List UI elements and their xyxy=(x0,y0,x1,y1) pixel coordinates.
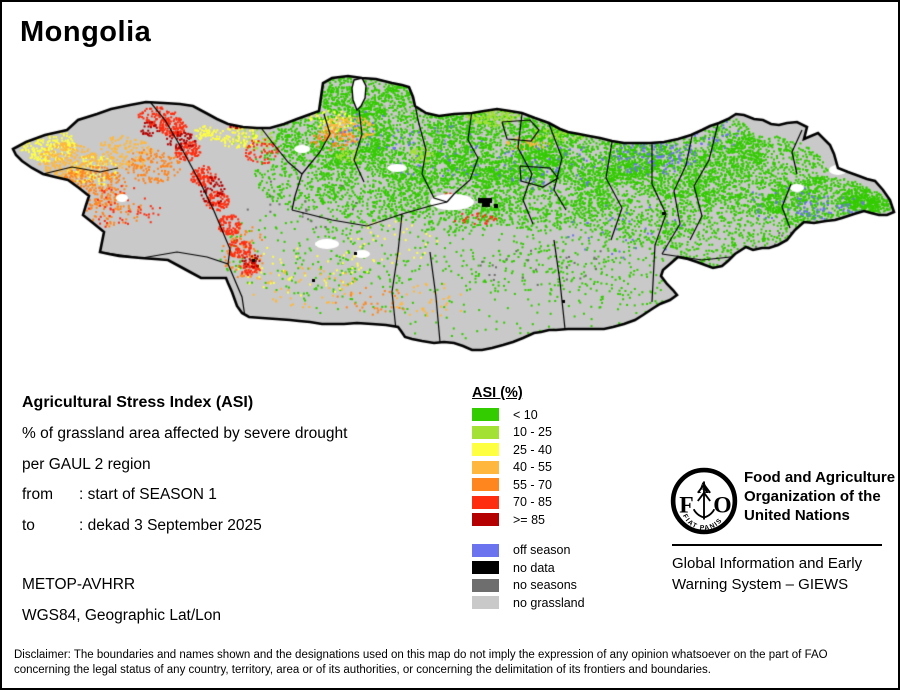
legend-swatch xyxy=(472,408,499,421)
legend-swatch xyxy=(472,578,499,592)
fao-org-name: Food and Agriculture Organization of the… xyxy=(744,468,895,525)
legend-swatch xyxy=(472,543,499,557)
legend-label: 70 - 85 xyxy=(513,495,552,509)
index-heading: Agricultural Stress Index (ASI) xyxy=(22,394,254,411)
legend-item: no seasons xyxy=(472,578,585,592)
legend-swatch xyxy=(472,478,499,491)
legend-swatch xyxy=(472,460,499,474)
legend-label: 10 - 25 xyxy=(513,425,552,439)
legend-swatch xyxy=(472,495,499,509)
legend-swatch xyxy=(472,596,499,609)
sensor-name: METOP-AVHRR xyxy=(22,576,136,593)
disclaimer-line-2: concerning the legal status of any count… xyxy=(14,664,711,676)
legend-item: 40 - 55 xyxy=(472,460,585,474)
projection-name: WGS84, Geographic Lat/Lon xyxy=(22,607,222,624)
legend-item: 10 - 25 xyxy=(472,425,585,439)
index-region-note: per GAUL 2 region xyxy=(22,455,151,473)
legend-label: < 10 xyxy=(513,407,538,422)
legend-swatch xyxy=(472,561,499,574)
legend-item: no data xyxy=(472,560,585,575)
disclaimer-line-1: Disclaimer: The boundaries and names sho… xyxy=(14,649,828,661)
legend-label: 25 - 40 xyxy=(513,442,552,457)
legend-label: no data xyxy=(513,560,555,575)
svg-text:O: O xyxy=(713,492,731,518)
legend-gap xyxy=(472,531,585,544)
page-title: Mongolia xyxy=(20,16,152,48)
giews-line: Warning System – GIEWS xyxy=(672,576,849,593)
period-to: to : dekad 3 September 2025 xyxy=(22,517,347,535)
index-subtitle: % of grassland area affected by severe d… xyxy=(22,425,348,442)
period-from: from : start of SEASON 1 xyxy=(22,486,347,504)
from-value: : start of SEASON 1 xyxy=(79,486,217,503)
disclaimer-text: Disclaimer: The boundaries and names sho… xyxy=(14,648,894,678)
from-label: from xyxy=(22,486,53,503)
fao-org-line: Food and Agriculture xyxy=(744,469,896,486)
map-description: Agricultural Stress Index (ASI) % of gra… xyxy=(22,394,347,547)
giews-line: Global Information and Early xyxy=(672,555,863,572)
to-value: : dekad 3 September 2025 xyxy=(79,516,262,534)
legend-item: 55 - 70 xyxy=(472,477,585,492)
legend-label: 40 - 55 xyxy=(513,460,552,474)
legend-swatch xyxy=(472,425,499,439)
legend-label: 55 - 70 xyxy=(513,477,552,492)
giews-name: Global Information and Early Warning Sys… xyxy=(672,553,862,595)
legend-label: off season xyxy=(513,543,571,557)
legend-item: >= 85 xyxy=(472,512,585,527)
legend-label: no grassland xyxy=(513,595,585,610)
legend-item: no grassland xyxy=(472,595,585,610)
fao-divider-line xyxy=(672,544,882,546)
fao-org-line: Organization of the xyxy=(744,488,881,505)
fao-logo-icon: F O A FIAT PANIS xyxy=(670,467,738,535)
fao-org-line: United Nations xyxy=(744,507,850,524)
legend-swatch xyxy=(472,443,499,456)
legend: ASI (%) < 10 10 - 25 25 - 40 40 - 55 55 … xyxy=(472,385,585,614)
legend-title: ASI (%) xyxy=(472,385,523,401)
legend-swatch xyxy=(472,513,499,526)
legend-item: < 10 xyxy=(472,407,585,422)
legend-item: off season xyxy=(472,543,585,557)
source-block: METOP-AVHRR WGS84, Geographic Lat/Lon xyxy=(22,576,221,638)
to-label: to xyxy=(22,516,35,534)
legend-item: 25 - 40 xyxy=(472,442,585,457)
legend-label: >= 85 xyxy=(513,512,545,527)
legend-item: 70 - 85 xyxy=(472,495,585,509)
legend-label: no seasons xyxy=(513,578,577,592)
svg-text:F: F xyxy=(679,492,693,518)
